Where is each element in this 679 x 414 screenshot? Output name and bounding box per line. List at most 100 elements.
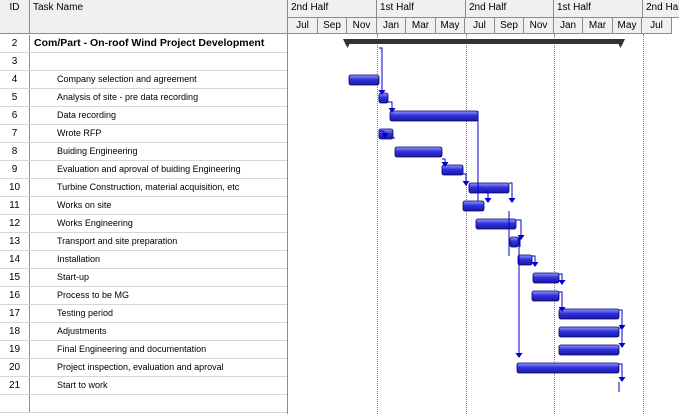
task-row[interactable]: 4 Company selection and agreement xyxy=(0,71,287,89)
dependency-link xyxy=(463,173,467,184)
timescale-month: Jul xyxy=(465,18,495,34)
dependency-link xyxy=(619,363,623,380)
task-row[interactable]: 20 Project inspection, evaluation and apr… xyxy=(0,359,287,377)
task-id: 10 xyxy=(0,179,30,196)
task-bar[interactable] xyxy=(558,344,620,356)
task-bar[interactable] xyxy=(558,308,620,320)
task-row[interactable]: 8 Buiding Engineering xyxy=(0,143,287,161)
task-name: Turbine Construction, material acquisiti… xyxy=(57,182,240,192)
dependency-arrow xyxy=(462,181,470,186)
task-row[interactable]: 18 Adjustments xyxy=(0,323,287,341)
task-name: Process to be MG xyxy=(57,290,130,300)
task-id: 9 xyxy=(0,161,30,178)
task-row[interactable]: 7 Wrote RFP xyxy=(0,125,287,143)
task-name: Project inspection, evaluation and aprov… xyxy=(57,362,224,372)
task-name: Adjustments xyxy=(57,326,107,336)
task-row[interactable]: 13 Transport and site preparation xyxy=(0,233,287,251)
task-bar[interactable] xyxy=(475,218,517,230)
timescale-half: 2nd Half xyxy=(466,0,554,18)
task-bar[interactable] xyxy=(531,290,560,302)
timescale-half: 2nd Half xyxy=(288,0,377,18)
timescale-month: Jan xyxy=(377,18,406,34)
timescale-half: 1st Half xyxy=(377,0,466,18)
task-bar[interactable] xyxy=(378,92,389,104)
id-column-header[interactable]: ID xyxy=(0,0,30,34)
timescale-month: Mar xyxy=(583,18,613,34)
task-name: Data recording xyxy=(57,110,117,120)
task-row[interactable]: 19 Final Engineering and documentation xyxy=(0,341,287,359)
task-row[interactable]: 9 Evaluation and aproval of buiding Engin… xyxy=(0,161,287,179)
task-name: Final Engineering and documentation xyxy=(57,344,207,354)
half-year-gridline xyxy=(643,34,644,414)
timescale-month: Jul xyxy=(288,18,318,34)
task-id: 16 xyxy=(0,287,30,304)
task-name: Works on site xyxy=(57,200,112,210)
dependency-arrow xyxy=(388,108,396,113)
task-id: 14 xyxy=(0,251,30,268)
summary-bar[interactable] xyxy=(345,39,623,44)
task-name: Start to work xyxy=(57,380,108,390)
task-row[interactable]: 15 Start-up xyxy=(0,269,287,287)
task-row[interactable]: 6 Data recording xyxy=(0,107,287,125)
task-bar[interactable] xyxy=(517,254,533,266)
dependency-link xyxy=(559,291,563,310)
task-bar[interactable] xyxy=(441,164,464,176)
task-id: 3 xyxy=(0,53,30,70)
task-row[interactable]: 17 Testing period xyxy=(0,305,287,323)
dependency-arrow xyxy=(441,162,449,167)
task-name: Company selection and agreement xyxy=(57,74,197,84)
task-name: Works Engineering xyxy=(57,218,133,228)
half-year-gridline xyxy=(554,34,555,414)
empty-row xyxy=(0,395,287,413)
timescale-half: 1st Half xyxy=(554,0,643,18)
task-bar[interactable] xyxy=(509,236,519,248)
summary-end-marker xyxy=(616,39,625,48)
task-bar[interactable] xyxy=(516,362,620,374)
timescale-month: Sep xyxy=(318,18,347,34)
timescale-month: May xyxy=(613,18,642,34)
task-name: Wrote RFP xyxy=(57,128,102,138)
dependency-arrow xyxy=(381,133,389,138)
task-bar[interactable] xyxy=(468,182,510,194)
timescale-month: Nov xyxy=(347,18,377,34)
task-row[interactable]: 12 Works Engineering xyxy=(0,215,287,233)
dependency-arrow xyxy=(515,353,523,358)
dependency-arrow xyxy=(517,235,525,240)
dependency-arrow xyxy=(558,280,566,285)
task-row[interactable]: 5 Analysis of site - pre data recording xyxy=(0,89,287,107)
task-name-column-header[interactable]: Task Name xyxy=(30,0,287,34)
timescale-month: Sep xyxy=(495,18,524,34)
task-row[interactable]: 21 Start to work xyxy=(0,377,287,395)
task-name: Testing period xyxy=(57,308,114,318)
task-row[interactable]: 10 Turbine Construction, material acquisi… xyxy=(0,179,287,197)
task-id: 17 xyxy=(0,305,30,322)
task-id: 12 xyxy=(0,215,30,232)
task-id: 21 xyxy=(0,377,30,394)
task-id: 5 xyxy=(0,89,30,106)
task-row[interactable]: 14 Installation xyxy=(0,251,287,269)
dependency-arrow xyxy=(558,307,566,312)
task-bar[interactable] xyxy=(389,110,479,122)
task-name: Start-up xyxy=(57,272,90,282)
dependency-arrow xyxy=(618,325,626,330)
task-name: Installation xyxy=(57,254,101,264)
task-bar[interactable] xyxy=(348,74,380,86)
task-row[interactable]: 16 Process to be MG xyxy=(0,287,287,305)
dependency-link xyxy=(516,219,522,238)
dependency-arrow xyxy=(531,262,539,267)
summary-start-marker xyxy=(343,39,352,48)
dependency-link xyxy=(619,309,623,328)
task-bar[interactable] xyxy=(558,326,620,338)
task-bar[interactable] xyxy=(532,272,560,284)
task-id: 4 xyxy=(0,71,30,88)
dependency-arrow xyxy=(484,198,492,203)
task-row[interactable]: 11 Works on site xyxy=(0,197,287,215)
timescale-month: May xyxy=(436,18,465,34)
task-row[interactable]: 2 Com/Part - On-roof Wind Project Develop… xyxy=(0,35,287,53)
dependency-arrow xyxy=(618,343,626,348)
task-row[interactable]: 3 xyxy=(0,53,287,71)
task-bar[interactable] xyxy=(394,146,443,158)
task-bar[interactable] xyxy=(462,200,485,212)
task-name: Com/Part - On-roof Wind Project Developm… xyxy=(34,37,265,49)
task-id: 8 xyxy=(0,143,30,160)
